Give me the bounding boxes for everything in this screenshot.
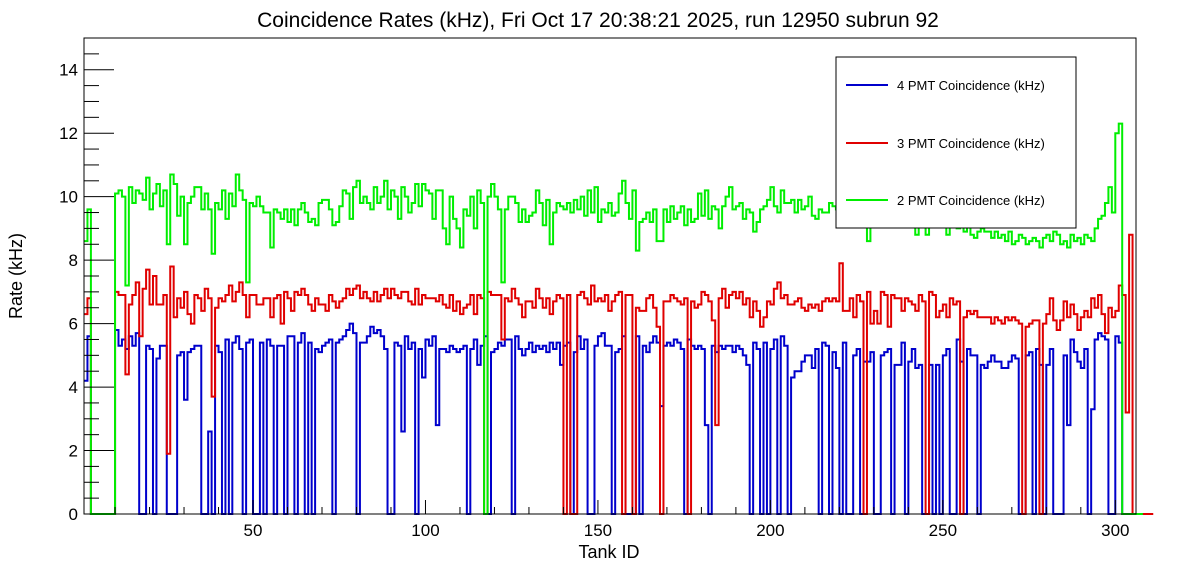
y-tick-label: 6 xyxy=(69,315,78,334)
legend-entry-1: 3 PMT Coincidence (kHz) xyxy=(897,136,1045,151)
x-axis: 50 100 150 200 250 300 xyxy=(114,500,1129,540)
x-tick-label: 50 xyxy=(244,521,263,540)
y-axis: 0 2 4 6 8 10 12 14 xyxy=(59,37,114,524)
y-tick-label: 14 xyxy=(59,61,78,80)
y-tick-label: 8 xyxy=(69,251,78,270)
y-tick-label: 12 xyxy=(59,124,78,143)
y-tick-label: 4 xyxy=(69,378,78,397)
legend: 4 PMT Coincidence (kHz) 3 PMT Coincidenc… xyxy=(835,56,1077,229)
x-axis-label: Tank ID xyxy=(578,542,639,562)
legend-entry-0: 4 PMT Coincidence (kHz) xyxy=(897,78,1045,93)
y-axis-label: Rate (kHz) xyxy=(6,233,26,319)
x-tick-label: 200 xyxy=(756,521,784,540)
y-tick-label: 10 xyxy=(59,188,78,207)
x-tick-label: 250 xyxy=(929,521,957,540)
x-tick-label: 100 xyxy=(411,521,439,540)
y-tick-label: 0 xyxy=(69,505,78,524)
x-tick-label: 300 xyxy=(1101,521,1129,540)
series-line-1 xyxy=(84,233,1154,515)
y-tick-label: 2 xyxy=(69,442,78,461)
chart-title: Coincidence Rates (kHz), Fri Oct 17 20:3… xyxy=(257,9,939,32)
x-tick-label: 150 xyxy=(584,521,612,540)
legend-entry-2: 2 PMT Coincidence (kHz) xyxy=(897,193,1045,208)
